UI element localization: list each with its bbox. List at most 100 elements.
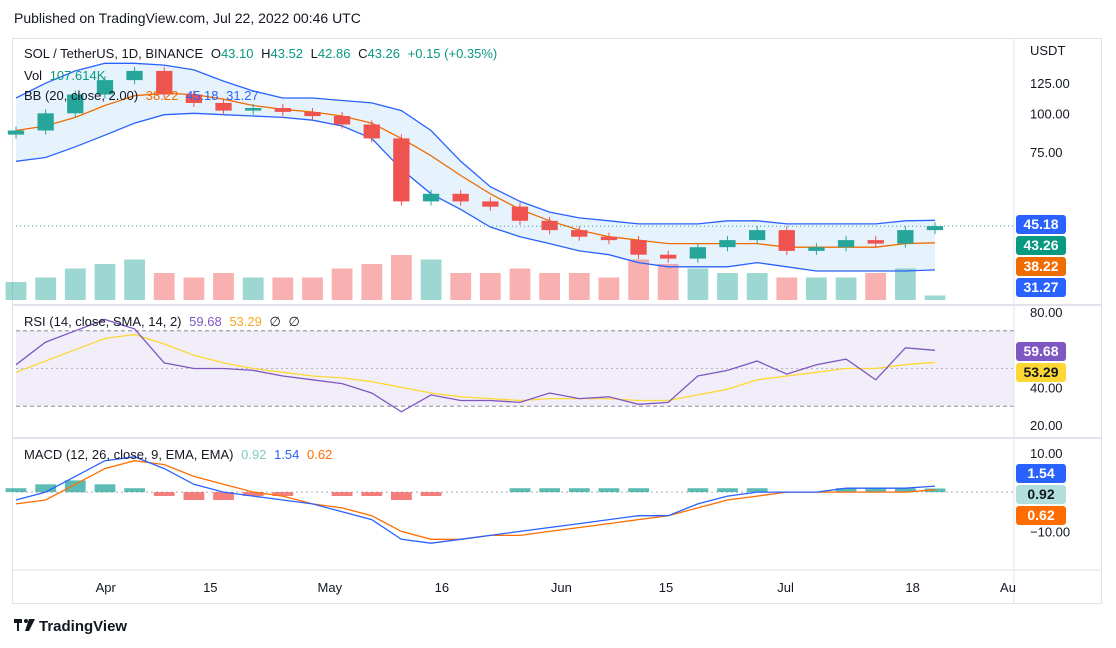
volume-bar [35, 277, 57, 300]
macd-badge: 1.54 [1016, 464, 1066, 483]
rsi-tick-label: 20.00 [1030, 418, 1063, 433]
bb-legend: BB (20, close, 2.00) 38.22 45.18 31.27 [24, 88, 263, 103]
time-tick-label: 16 [435, 580, 449, 595]
time-tick-label: Jul [777, 580, 794, 595]
rsi-tick-label: 40.00 [1030, 380, 1063, 395]
candle-body [156, 70, 173, 95]
macd-histogram-bar [35, 484, 57, 493]
rsi-extra-1: ∅ [269, 314, 281, 329]
candle-body [37, 113, 54, 131]
volume-bar [302, 277, 323, 300]
rsi-label: RSI (14, close, SMA, 14, 2) [24, 314, 182, 329]
macd-histogram-bar [124, 488, 145, 493]
price-tick-label: 125.00 [1030, 76, 1070, 91]
macd-signal-value: 0.62 [307, 447, 333, 462]
candle-body [333, 116, 351, 125]
open-label: O [210, 46, 221, 61]
price-tick-label: 100.00 [1030, 106, 1070, 121]
volume-label: Vol [24, 68, 43, 83]
high-label: H [261, 46, 271, 61]
rsi-tick-label: 80.00 [1030, 305, 1063, 320]
time-tick-label: 15 [203, 580, 217, 595]
volume-bar [657, 264, 679, 300]
macd-hist-value: 0.92 [241, 447, 267, 462]
candle-body [541, 220, 558, 231]
macd-histogram-bar [94, 484, 116, 493]
tradingview-logo-icon [14, 619, 35, 631]
volume-bar [746, 273, 768, 300]
volume-bar [895, 268, 916, 300]
volume-bar [479, 273, 501, 300]
volume-bar [153, 273, 175, 300]
volume-bar [539, 273, 560, 300]
macd-tick-label: −10.00 [1030, 524, 1070, 539]
macd-histogram-bar [539, 488, 560, 493]
macd-histogram-bar [242, 492, 264, 496]
price-badge: 43.26 [1016, 236, 1066, 255]
rsi-line [15, 318, 936, 413]
candle-body [897, 230, 914, 244]
macd-histogram-bar [895, 488, 916, 493]
volume-bar [5, 282, 27, 300]
macd-value: 1.54 [274, 447, 300, 462]
macd-histogram-bar [183, 492, 205, 500]
tradingview-brand[interactable]: TradingView [14, 618, 127, 635]
candle-body [808, 247, 825, 251]
bb-lower-line [15, 112, 936, 272]
volume-value: 107.614K [49, 68, 106, 83]
candle-body [215, 102, 232, 111]
main-legend: SOL / TetherUS, 1D, BINANCE O43.10 H43.5… [24, 46, 501, 61]
macd-histogram-bar [509, 488, 531, 493]
candle-body [96, 80, 114, 95]
candle-body [630, 240, 647, 255]
macd-histogram-bar [64, 480, 86, 493]
time-tick-label: 15 [659, 580, 673, 595]
time-tick-label: Apr [96, 580, 117, 595]
macd-histogram-bar [213, 492, 234, 500]
volume-bar [865, 273, 887, 300]
candle-body [660, 254, 677, 259]
macd-histogram-bar [568, 488, 590, 493]
price-unit-label: USDT [1030, 43, 1065, 58]
candle-body [867, 240, 884, 244]
candle-body [185, 94, 202, 103]
candle-body [245, 108, 262, 111]
volume-bar [776, 277, 798, 300]
macd-histogram-bar [391, 492, 412, 500]
candle-body [600, 236, 618, 241]
volume-bar [598, 277, 620, 300]
bb-upper-badge: 45.18 [1016, 215, 1066, 234]
rsi-ma-badge: 53.29 [1016, 363, 1066, 382]
macd-histogram-bar [598, 488, 620, 493]
volume-legend: Vol 107.614K [24, 68, 109, 83]
candle-body [452, 193, 469, 202]
candle-body [304, 112, 321, 117]
volume-bar [687, 268, 709, 300]
candle-body [67, 94, 84, 114]
signal-badge: 0.62 [1016, 506, 1066, 525]
volume-bar [568, 273, 590, 300]
candle-body [7, 130, 25, 135]
rsi-extra-2: ∅ [288, 314, 300, 329]
macd-histogram-bar [746, 488, 768, 493]
macd-histogram-bar [717, 488, 738, 493]
volume-bar [450, 273, 472, 300]
time-tick-label: May [318, 580, 343, 595]
low-value: 42.86 [317, 46, 351, 61]
volume-bar [272, 277, 294, 300]
candle-body [511, 206, 529, 221]
volume-bar [213, 273, 234, 300]
macd-histogram-bar [272, 492, 294, 496]
macd-legend: MACD (12, 26, close, 9, EMA, EMA) 0.92 1… [24, 447, 336, 462]
volume-bar [242, 277, 264, 300]
macd-histogram-bar [865, 488, 887, 493]
volume-bar [331, 268, 353, 300]
published-note: Published on TradingView.com, Jul 22, 20… [14, 10, 361, 26]
candle-body [719, 240, 736, 248]
candle-body [274, 108, 291, 112]
volume-bar [806, 277, 827, 300]
macd-histogram-bar [153, 492, 175, 496]
volume-bar [94, 264, 116, 300]
candle-body [363, 124, 380, 139]
